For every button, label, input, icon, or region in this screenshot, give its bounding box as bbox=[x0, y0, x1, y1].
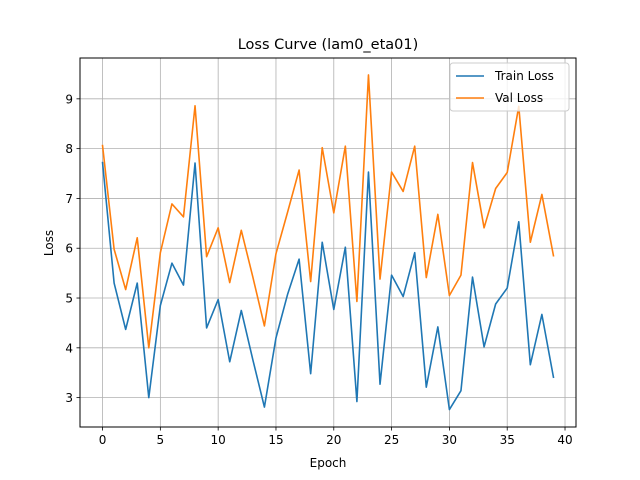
x-tick-label: 25 bbox=[384, 433, 399, 447]
series-line-train-loss bbox=[101, 161, 555, 411]
legend-label-train-loss: Train Loss bbox=[494, 69, 554, 83]
y-tick-label: 9 bbox=[65, 92, 73, 106]
x-tick-label: 20 bbox=[326, 433, 341, 447]
series-lines bbox=[101, 74, 555, 411]
y-tick-label: 4 bbox=[65, 341, 73, 355]
x-tick-label: 40 bbox=[557, 433, 572, 447]
grid bbox=[80, 58, 576, 427]
plot-frame bbox=[79, 57, 577, 428]
y-tick-label: 8 bbox=[65, 142, 73, 156]
x-tick-label: 35 bbox=[500, 433, 515, 447]
y-tick-label: 6 bbox=[65, 242, 73, 256]
series-line-val-loss bbox=[101, 74, 555, 349]
x-axis-label: Epoch bbox=[310, 456, 347, 470]
legend-label-val-loss: Val Loss bbox=[495, 91, 543, 105]
legend-box bbox=[449, 62, 570, 112]
y-axis-label: Loss bbox=[42, 230, 56, 256]
x-tick-label: 5 bbox=[157, 433, 165, 447]
y-tick-label: 5 bbox=[65, 292, 73, 306]
chart-title: Loss Curve (lam0_eta01) bbox=[238, 37, 419, 53]
axis-ticks: 0 5 10 15 20 25 30 35 40 3 4 5 6 7 8 9 bbox=[65, 92, 572, 447]
x-tick-label: 10 bbox=[211, 433, 226, 447]
x-tick-label: 30 bbox=[442, 433, 457, 447]
legend: Train Loss Val Loss bbox=[449, 62, 570, 112]
x-tick-label: 0 bbox=[99, 433, 107, 447]
y-tick-label: 7 bbox=[65, 192, 73, 206]
x-tick-label: 15 bbox=[268, 433, 283, 447]
y-tick-label: 3 bbox=[65, 391, 73, 405]
